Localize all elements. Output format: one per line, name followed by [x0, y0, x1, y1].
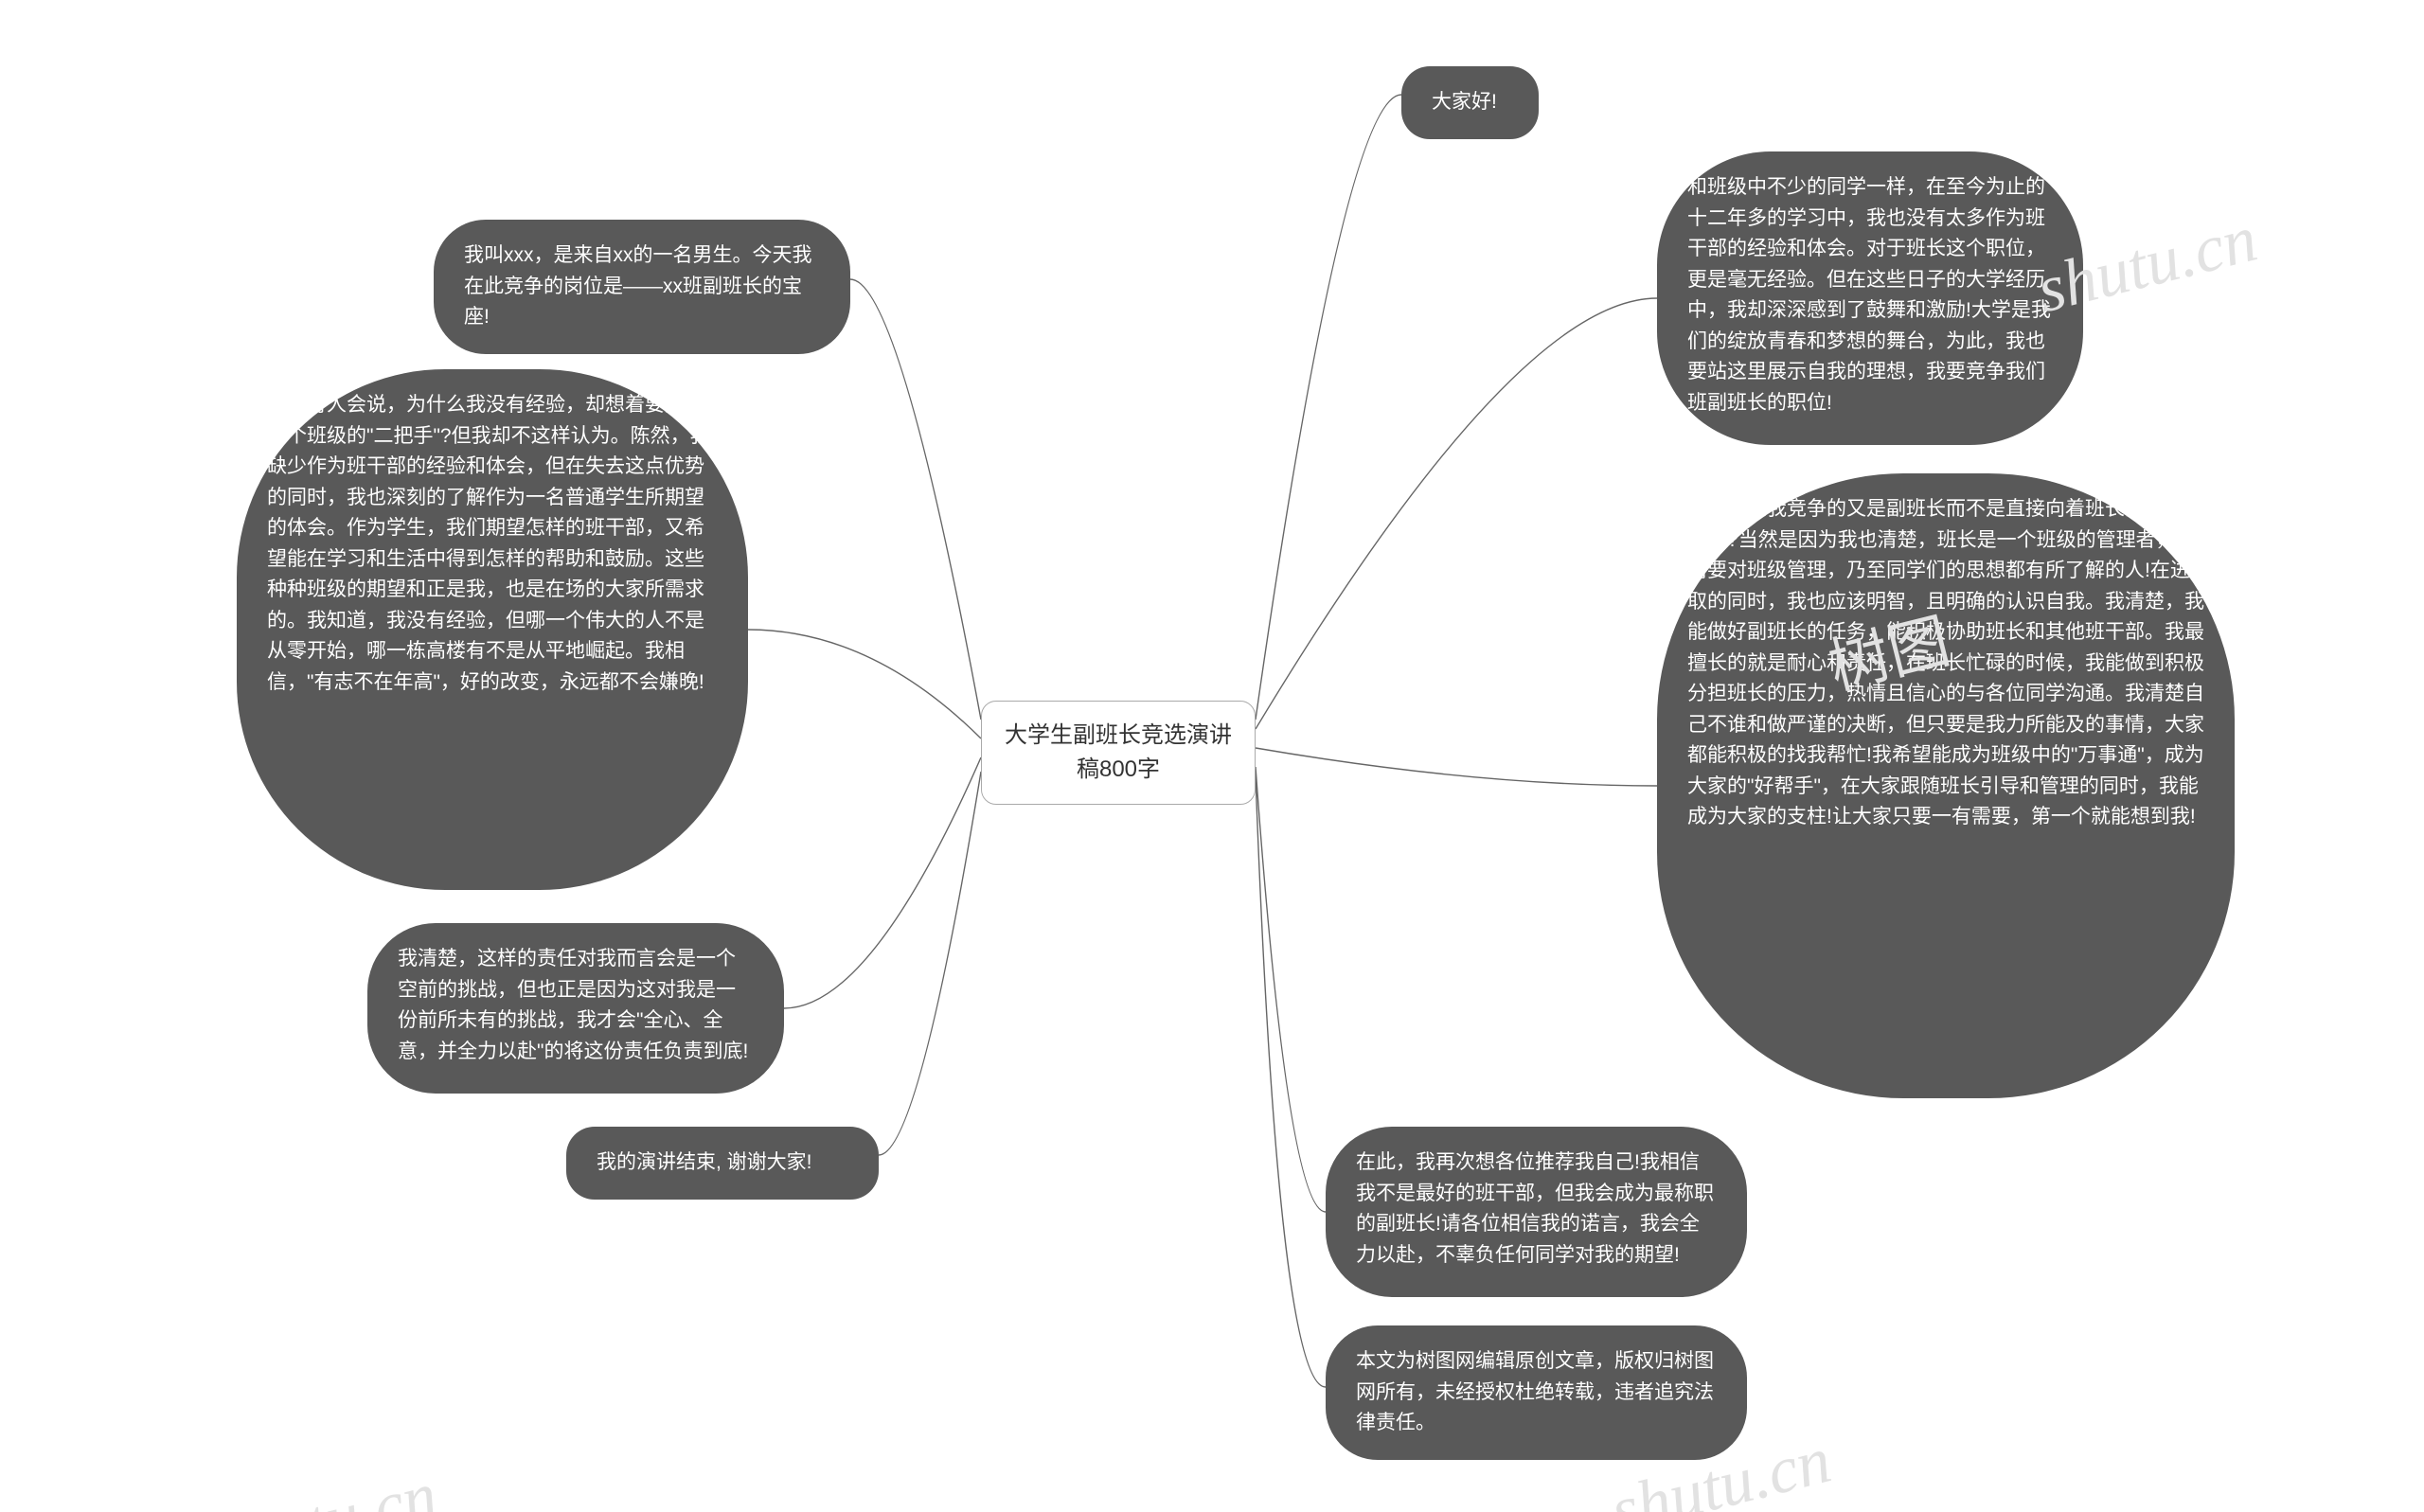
branch-node-r3[interactable]: 但为什么我竞争的又是副班长而不是直接向着班长的宝座挑战呢?当然是因为我也清楚，班…: [1657, 473, 2235, 1098]
edge: [784, 757, 981, 1008]
branch-node-text: 但为什么我竞争的又是副班长而不是直接向着班长的宝座挑战呢?当然是因为我也清楚，班…: [1687, 498, 2204, 827]
branch-node-l1[interactable]: 我叫xxx，是来自xx的一名男生。今天我在此竞争的岗位是——xx班副班长的宝座!: [434, 220, 850, 354]
branch-node-text: 我清楚，这样的责任对我而言会是一个空前的挑战，但也正是因为这对我是一份前所未有的…: [398, 948, 748, 1062]
branch-node-text: 我叫xxx，是来自xx的一名男生。今天我在此竞争的岗位是——xx班副班长的宝座!: [464, 244, 812, 328]
branch-node-r1[interactable]: 大家好!: [1401, 66, 1539, 139]
edge: [850, 279, 981, 720]
watermark: 图 shutu.cn: [126, 1441, 446, 1512]
branch-node-text: 大家好!: [1432, 91, 1497, 113]
branch-node-text: 在此，我再次想各位推荐我自己!我相信我不是最好的班干部，但我会成为最称职的副班长…: [1356, 1151, 1714, 1266]
edge: [1256, 95, 1401, 720]
edge: [1256, 767, 1326, 1212]
branch-node-r5[interactable]: 本文为树图网编辑原创文章，版权归树图网所有，未经授权杜绝转载，违者追究法律责任。: [1326, 1325, 1747, 1460]
edge: [1256, 776, 1326, 1387]
branch-node-text: 也许有人会说，为什么我没有经验，却想着要成为一个班级的"二把手"?但我却不这样认…: [267, 394, 710, 693]
branch-node-r4[interactable]: 在此，我再次想各位推荐我自己!我相信我不是最好的班干部，但我会成为最称职的副班长…: [1326, 1127, 1747, 1297]
edge: [748, 630, 981, 738]
branch-node-l4[interactable]: 我的演讲结束, 谢谢大家!: [566, 1127, 879, 1200]
branch-node-l3[interactable]: 我清楚，这样的责任对我而言会是一个空前的挑战，但也正是因为这对我是一份前所未有的…: [367, 923, 784, 1094]
branch-node-text: 我的演讲结束, 谢谢大家!: [597, 1151, 812, 1173]
branch-node-text: 和班级中不少的同学一样，在至今为止的十二年多的学习中，我也没有太多作为班干部的经…: [1687, 176, 2051, 414]
edge: [879, 772, 981, 1155]
edge: [1256, 298, 1657, 729]
branch-node-text: 本文为树图网编辑原创文章，版权归树图网所有，未经授权杜绝转载，违者追究法律责任。: [1356, 1350, 1714, 1433]
edge: [1256, 748, 1657, 786]
center-topic-text: 大学生副班长竞选演讲稿800字: [1005, 722, 1232, 782]
branch-node-r2[interactable]: 和班级中不少的同学一样，在至今为止的十二年多的学习中，我也没有太多作为班干部的经…: [1657, 151, 2083, 445]
branch-node-l2[interactable]: 也许有人会说，为什么我没有经验，却想着要成为一个班级的"二把手"?但我却不这样认…: [237, 369, 748, 890]
center-topic[interactable]: 大学生副班长竞选演讲稿800字: [981, 701, 1256, 805]
